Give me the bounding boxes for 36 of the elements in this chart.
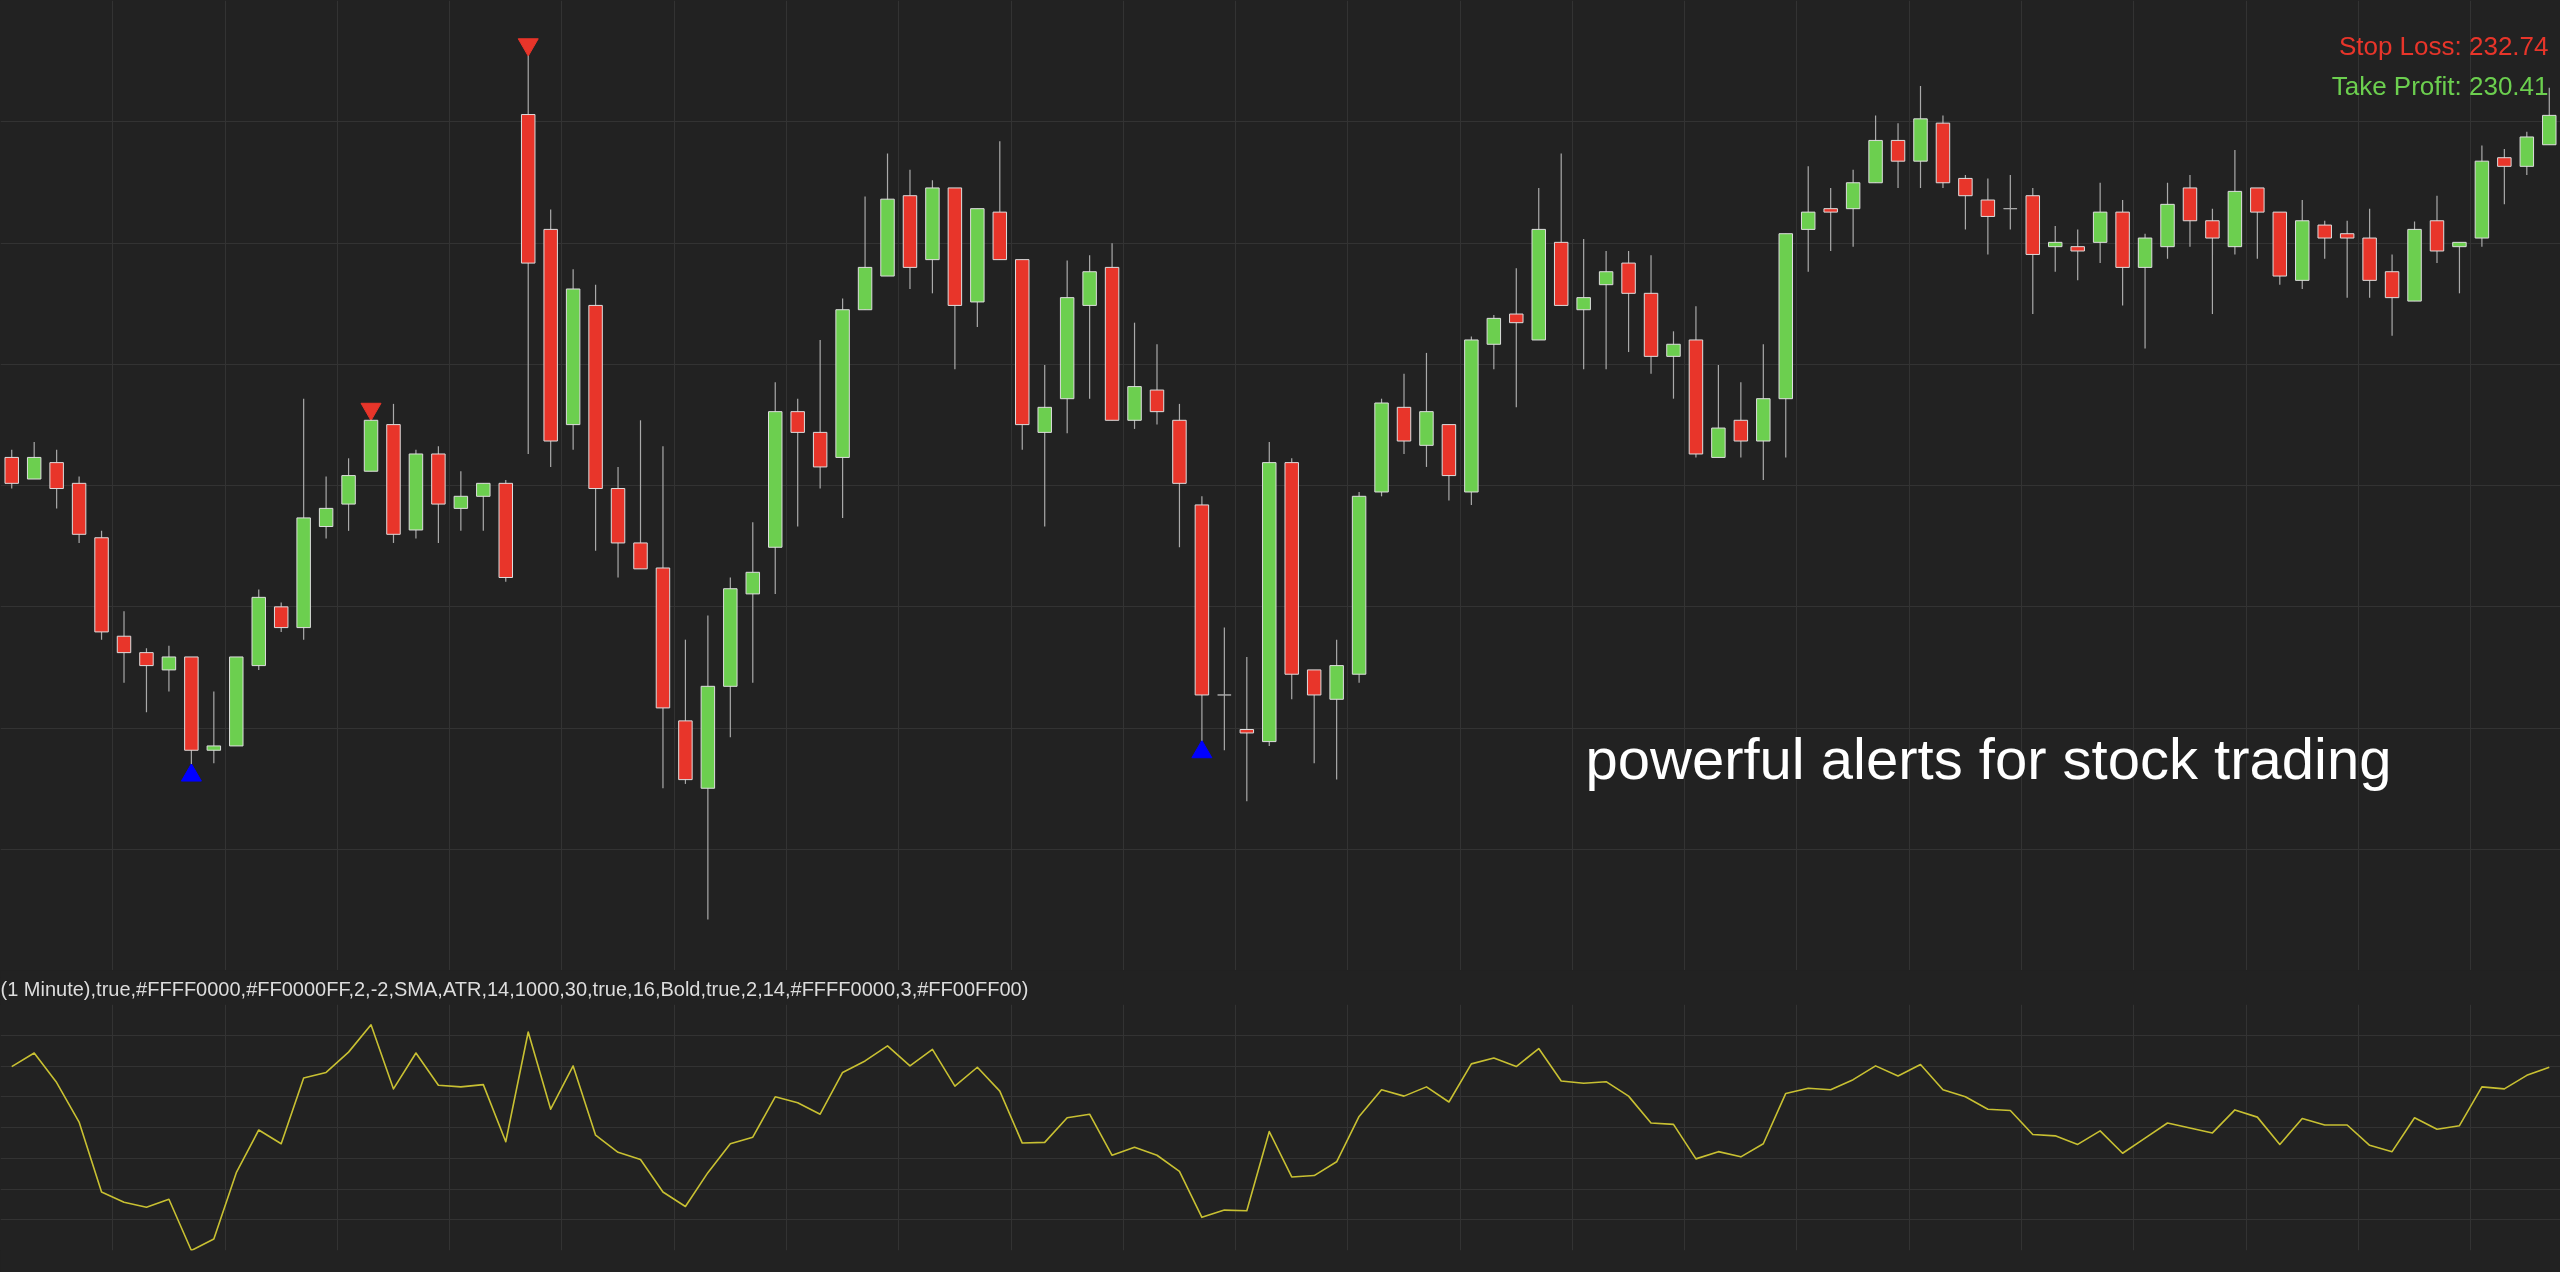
candlestick	[139, 647, 154, 713]
candlestick	[206, 690, 222, 764]
candlestick	[1890, 122, 1906, 189]
candlestick	[1509, 267, 1524, 408]
candlestick	[1149, 343, 1165, 426]
candlestick	[2452, 241, 2467, 294]
candlestick	[1576, 238, 1591, 370]
candlestick	[26, 441, 42, 480]
candlestick	[2070, 228, 2085, 281]
candlestick	[2205, 208, 2220, 315]
annotation: Take Profit: 230.41	[2331, 70, 2549, 101]
chart-title: (1 Minute),true,#FFFF0000,#FF0000FF,2,-2,SMA,ATR,14,1000,30,true,16,Bold,true,2,14,#FFFF0000,3,#FF00FF00)	[0, 977, 1029, 1000]
candlestick	[1217, 626, 1232, 751]
candlestick	[2497, 148, 2512, 205]
annotation: powerful alerts for stock trading	[1585, 725, 2392, 791]
candlestick	[161, 645, 177, 693]
candlestick	[1598, 250, 1614, 370]
candlestick	[790, 398, 805, 528]
candlestick	[318, 475, 334, 540]
annotation: Stop Loss: 232.74	[2338, 30, 2549, 61]
candlestick	[273, 601, 289, 633]
candlestick	[1239, 656, 1255, 802]
candlestick	[1823, 187, 1838, 252]
candlestick	[1733, 381, 1749, 459]
candlestick	[1666, 330, 1681, 400]
candlestick	[476, 482, 491, 532]
candlestick	[453, 470, 469, 532]
candlestick	[2048, 225, 2063, 273]
candlestick	[2003, 174, 2018, 230]
candlestick	[2317, 220, 2332, 260]
candlestick	[745, 521, 761, 684]
candlestick	[1958, 174, 1973, 230]
candlestick	[1980, 177, 1996, 256]
candlestick	[2339, 220, 2355, 299]
candlestick	[116, 610, 132, 684]
candlestick	[1800, 165, 1816, 273]
